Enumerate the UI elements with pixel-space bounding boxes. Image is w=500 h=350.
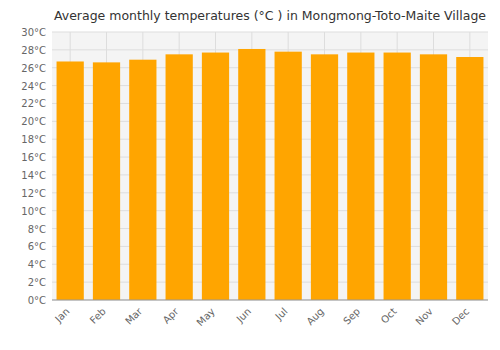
bar <box>57 61 84 300</box>
y-tick-label: 18°C <box>21 134 46 145</box>
y-tick-label: 10°C <box>21 206 46 217</box>
y-tick-label: 20°C <box>21 116 46 127</box>
y-tick-label: 2°C <box>28 277 46 288</box>
bar <box>93 62 120 300</box>
bar <box>275 52 302 300</box>
y-grid-line <box>52 32 488 33</box>
bar <box>311 54 338 300</box>
page: {"chart_data": {"type": "bar", "title": … <box>0 0 500 350</box>
x-tick-label: Dec <box>450 306 471 327</box>
x-tick-label: Sep <box>341 306 362 327</box>
y-tick-label: 0°C <box>28 295 46 306</box>
y-grid-line <box>52 300 488 301</box>
x-tick-label: Feb <box>88 306 108 326</box>
x-tick-label: Nov <box>413 306 435 328</box>
y-axis: 0°C 2°C 4°C 6°C 8°C 10°C 12°C 14°C 16°C 18°C 20°C 2… <box>21 27 46 306</box>
x-tick-label: Mar <box>123 305 145 327</box>
bar <box>129 60 156 300</box>
title: Average monthly temperatures (°C ) in Mo… <box>54 8 486 23</box>
bar <box>238 49 265 300</box>
bar <box>456 57 483 300</box>
bar <box>202 53 229 300</box>
y-tick-label: 14°C <box>21 170 46 181</box>
chart: 0°C 2°C 4°C 6°C 8°C 10°C 12°C 14°C 16°C 18°C 20°C 2… <box>0 0 500 350</box>
bar <box>166 54 193 300</box>
x-tick-label: May <box>195 306 217 328</box>
y-tick-label: 6°C <box>28 241 46 252</box>
x-axis: Jan Feb Mar Apr May Jun Jul Aug Sep Oct Nov Dec <box>52 305 471 328</box>
x-tick-label: Jun <box>234 306 254 326</box>
x-tick-label: Jan <box>52 306 71 325</box>
y-tick-label: 28°C <box>21 45 46 56</box>
x-axis-line <box>52 300 488 301</box>
y-tick-label: 4°C <box>28 259 46 270</box>
bars <box>57 49 484 300</box>
x-tick-label: Jul <box>273 306 290 323</box>
bar <box>384 53 411 300</box>
y-grid-line <box>52 49 488 50</box>
y-tick-label: 24°C <box>21 81 46 92</box>
plot-background <box>52 32 488 300</box>
y-tick-label: 22°C <box>21 98 46 109</box>
x-tick-label: Apr <box>161 305 182 326</box>
bar <box>347 53 374 300</box>
y-tick-label: 8°C <box>28 224 46 235</box>
grid <box>52 32 488 300</box>
x-tick-label: Oct <box>379 306 399 326</box>
y-tick-label: 12°C <box>21 188 46 199</box>
bar <box>420 54 447 300</box>
y-tick-label: 30°C <box>21 27 46 38</box>
y-tick-label: 16°C <box>21 152 46 163</box>
x-tick-label: Aug <box>304 306 326 328</box>
y-tick-label: 26°C <box>21 63 46 74</box>
